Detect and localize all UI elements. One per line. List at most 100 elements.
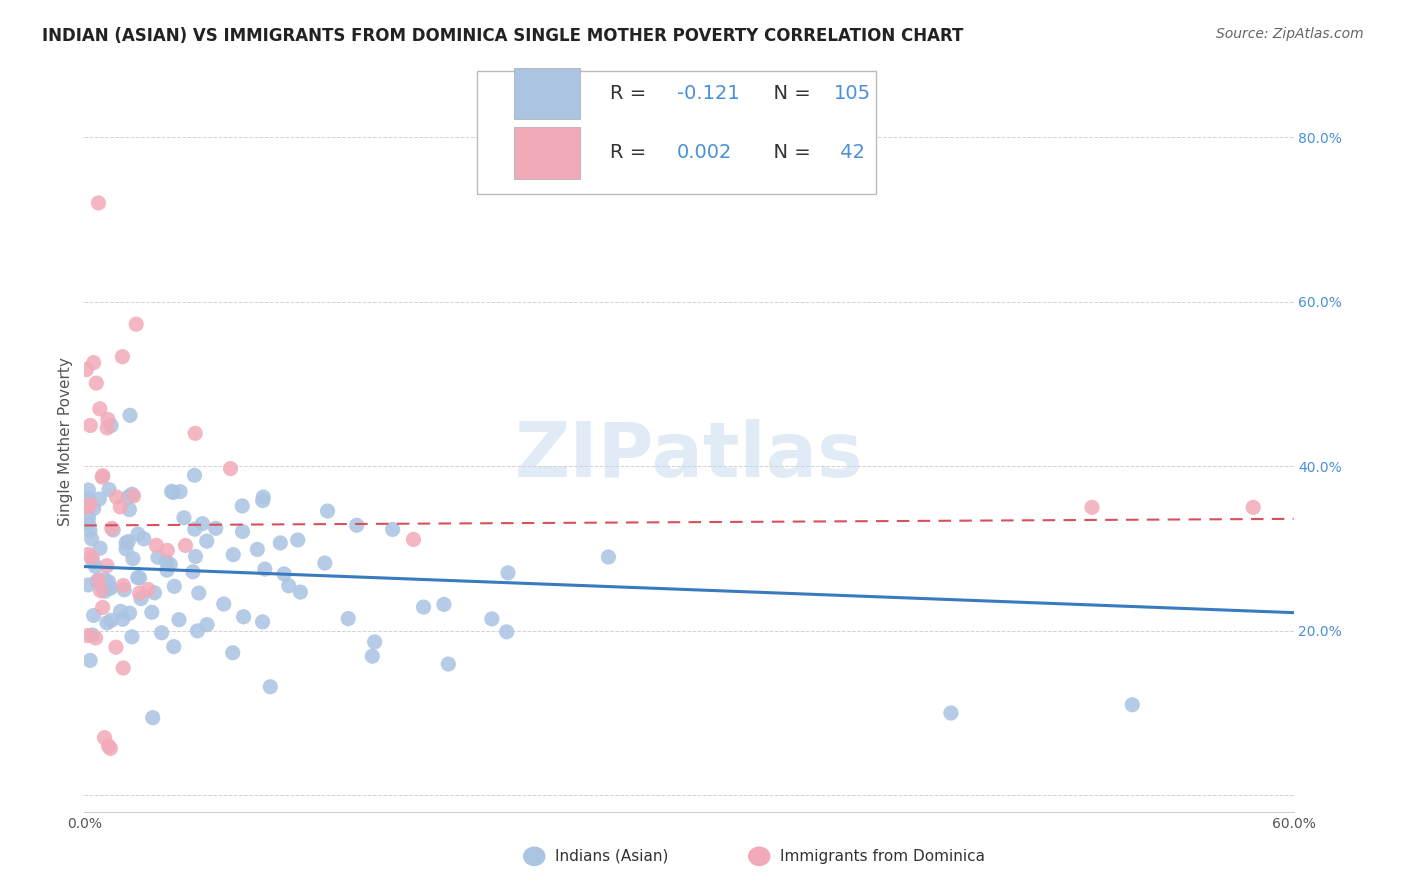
Point: [183, 468, 205, 483]
Point: [87, 574, 110, 588]
Point: [98, 483, 121, 497]
Point: [1241, 500, 1264, 515]
Point: [110, 604, 132, 618]
Point: [101, 521, 124, 535]
Point: [232, 609, 254, 624]
Point: [939, 706, 962, 720]
Point: [363, 635, 385, 649]
Point: [84, 631, 107, 645]
Point: [381, 523, 404, 537]
Point: [97, 581, 120, 595]
Point: [598, 549, 620, 564]
Point: [89, 401, 111, 416]
Point: [156, 543, 179, 558]
Point: [136, 582, 159, 597]
Point: [128, 586, 150, 600]
Point: [141, 605, 163, 619]
Point: [231, 524, 253, 539]
Point: [159, 558, 181, 572]
Point: [121, 630, 143, 644]
Point: [91, 470, 114, 484]
Point: [94, 572, 117, 586]
Point: [118, 606, 141, 620]
Point: [77, 483, 100, 497]
Point: [181, 565, 204, 579]
Point: [314, 556, 336, 570]
Text: N =: N =: [762, 84, 817, 103]
Point: [97, 739, 120, 753]
Point: [246, 542, 269, 557]
Point: [91, 576, 114, 591]
Point: [184, 549, 207, 564]
Point: [145, 538, 167, 552]
Point: [163, 640, 186, 654]
Point: [252, 493, 274, 508]
Point: [79, 524, 101, 538]
Point: [111, 350, 134, 364]
Point: [128, 571, 150, 585]
Point: [100, 418, 122, 433]
Point: [115, 536, 138, 550]
Point: [86, 574, 108, 589]
Text: INDIAN (ASIAN) VS IMMIGRANTS FROM DOMINICA SINGLE MOTHER POVERTY CORRELATION CHA: INDIAN (ASIAN) VS IMMIGRANTS FROM DOMINI…: [42, 27, 963, 45]
Point: [290, 585, 312, 599]
Point: [96, 615, 118, 630]
Point: [122, 551, 145, 566]
Point: [77, 516, 100, 531]
Point: [186, 624, 208, 638]
Text: R =: R =: [610, 144, 652, 162]
Point: [89, 491, 111, 506]
Point: [222, 646, 245, 660]
Point: [231, 499, 253, 513]
Point: [100, 581, 122, 595]
Point: [160, 484, 183, 499]
Point: [412, 600, 434, 615]
Text: Indians (Asian): Indians (Asian): [555, 849, 669, 863]
Point: [127, 527, 149, 541]
Point: [93, 731, 115, 745]
Point: [481, 612, 503, 626]
Point: [76, 629, 98, 643]
Point: [167, 613, 190, 627]
Point: [162, 485, 184, 500]
Point: [89, 541, 111, 556]
Point: [252, 615, 274, 629]
Point: [111, 612, 134, 626]
Point: [115, 541, 138, 556]
Point: [98, 741, 121, 756]
FancyBboxPatch shape: [478, 71, 876, 194]
Point: [118, 502, 141, 516]
Point: [112, 661, 135, 675]
Point: [76, 500, 98, 515]
Point: [112, 582, 135, 597]
FancyBboxPatch shape: [513, 127, 581, 178]
Text: Source: ZipAtlas.com: Source: ZipAtlas.com: [1216, 27, 1364, 41]
Point: [361, 649, 384, 664]
Point: [77, 492, 100, 507]
Point: [84, 376, 107, 390]
Text: ZIPatlas: ZIPatlas: [515, 419, 863, 493]
Point: [91, 468, 114, 483]
Point: [204, 521, 226, 535]
Point: [1121, 698, 1143, 712]
Text: N =: N =: [762, 144, 817, 162]
Point: [150, 625, 173, 640]
Point: [80, 532, 103, 546]
Point: [84, 559, 107, 574]
Point: [195, 534, 218, 549]
Point: [259, 680, 281, 694]
Point: [104, 640, 127, 655]
Point: [174, 539, 197, 553]
Point: [212, 597, 235, 611]
Point: [195, 617, 218, 632]
Point: [87, 196, 110, 211]
Text: -0.121: -0.121: [676, 84, 740, 103]
Point: [79, 653, 101, 667]
Point: [273, 566, 295, 581]
Point: [496, 566, 519, 580]
Y-axis label: Single Mother Poverty: Single Mother Poverty: [58, 357, 73, 526]
Point: [146, 550, 169, 565]
Point: [77, 578, 100, 592]
Point: [191, 516, 214, 531]
Point: [437, 657, 460, 671]
